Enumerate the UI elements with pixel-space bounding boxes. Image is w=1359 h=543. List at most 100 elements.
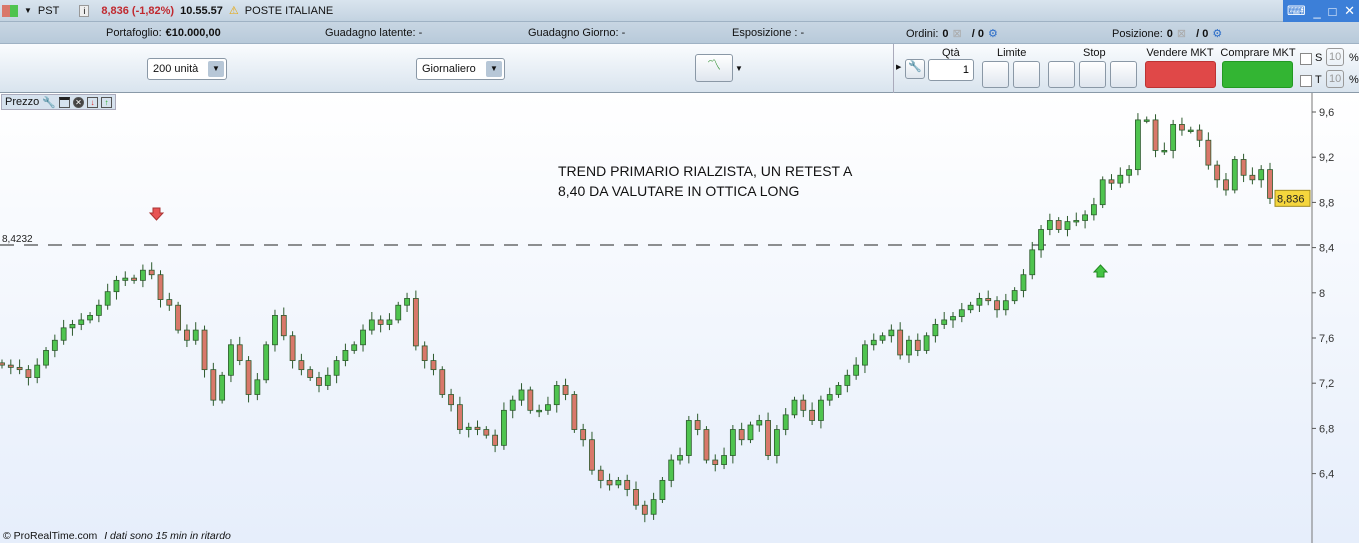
candle-down — [633, 489, 639, 506]
candle-up — [1038, 229, 1044, 251]
t-label: T — [1315, 74, 1322, 86]
close-positions-icon[interactable]: ⊠ — [1176, 28, 1187, 40]
positions-total: / 0 — [1196, 27, 1209, 40]
candle-down — [201, 329, 208, 371]
candle-down — [1152, 119, 1159, 151]
stop-button-2[interactable] — [1079, 61, 1106, 88]
close-icon[interactable]: ✕ — [72, 96, 84, 108]
stop-button-3[interactable] — [1110, 61, 1137, 88]
candle-up — [95, 304, 102, 316]
candle-down — [280, 314, 287, 337]
candle-up — [756, 420, 763, 426]
s-label: S — [1315, 52, 1323, 64]
candle-down — [738, 429, 745, 441]
window-icon[interactable] — [58, 96, 70, 108]
y-tick-label: 8 — [1319, 288, 1325, 300]
candle-up — [677, 455, 683, 461]
dropdown-icon[interactable]: ▼ — [24, 6, 32, 15]
sell-market-button[interactable] — [1145, 61, 1216, 88]
move-up-icon[interactable]: ↑ — [100, 96, 112, 108]
close-button[interactable]: ✕ — [1344, 3, 1356, 18]
t-value-input[interactable]: 10 — [1326, 70, 1345, 88]
account-status-bar: Portafoglio: €10.000,00 Guadagno latente… — [0, 22, 1359, 44]
candle-up — [1020, 274, 1027, 291]
orders-label: Ordini: — [906, 27, 939, 40]
candle-up — [536, 409, 543, 413]
cancel-orders-icon[interactable]: ⊠ — [952, 28, 962, 40]
wrench-icon[interactable]: 🔧 — [42, 96, 56, 109]
s-checkbox[interactable] — [1300, 53, 1312, 65]
candle-up — [1126, 169, 1133, 176]
positions-settings-icon[interactable]: ⚙ — [1212, 28, 1223, 40]
candle-down — [483, 429, 490, 436]
candle-down — [571, 394, 578, 430]
candle-down — [994, 300, 1000, 311]
info-icon[interactable]: i — [79, 4, 90, 17]
positions-count: 0 — [1166, 27, 1173, 40]
candle-up — [941, 319, 948, 325]
t-checkbox[interactable] — [1300, 75, 1312, 87]
settings-wrench-button[interactable]: 🔧 — [905, 59, 925, 79]
candle-down — [236, 344, 243, 361]
candle-down — [1240, 159, 1247, 176]
candle-down — [430, 360, 437, 371]
qty-input[interactable] — [928, 59, 974, 81]
expand-arrow-icon[interactable]: ▶ — [896, 64, 902, 71]
chevron-down-icon[interactable]: ▼ — [735, 64, 743, 73]
candle-up — [139, 269, 146, 281]
candle-up — [113, 279, 120, 293]
limit-modify-button[interactable] — [1013, 61, 1040, 88]
candlestick-icon[interactable] — [2, 4, 18, 17]
move-down-icon[interactable]: ↓ — [86, 96, 98, 108]
period-select[interactable]: Giornaliero ▼ — [416, 58, 505, 80]
candle-down — [421, 345, 428, 362]
chevron-down-icon: ▼ — [486, 61, 502, 77]
candle-up — [192, 329, 199, 341]
units-select[interactable]: 200 unità ▼ — [147, 58, 227, 80]
order-panel: ▶ 🔧 Qtà Limite Stop Vendere MKT Comprare… — [893, 44, 1359, 93]
candle-down — [474, 426, 481, 430]
keyboard-icon[interactable]: ⌨ — [1286, 3, 1306, 18]
candle-up — [791, 399, 798, 416]
candle-up — [228, 344, 234, 376]
orders-settings-icon[interactable]: ⚙ — [987, 28, 998, 40]
candle-up — [826, 394, 833, 401]
candle-up — [1170, 124, 1177, 151]
orders-group: Ordini: 0 ⊠ / 0 ⚙ — [906, 27, 998, 41]
s-value-input[interactable]: 10 — [1326, 48, 1345, 66]
sell-label: Vendere MKT — [1146, 47, 1214, 59]
candle-up — [368, 319, 375, 331]
candle-down — [0, 362, 5, 366]
qty-label: Qtà — [942, 47, 960, 59]
buy-market-button[interactable] — [1222, 61, 1293, 88]
chart-type-button[interactable]: 〽 — [695, 54, 733, 82]
candle-up — [1258, 169, 1265, 181]
candle-up — [69, 324, 76, 329]
limit-buy-button[interactable] — [982, 61, 1009, 88]
candle-up — [1046, 220, 1053, 230]
y-tick-label: 9,2 — [1319, 152, 1334, 164]
candle-up — [729, 429, 736, 456]
daily-gain: Guadagno Giorno: - — [528, 27, 626, 39]
stop-label: Stop — [1083, 47, 1106, 59]
candle-down — [765, 420, 771, 456]
period-value: Giornaliero — [422, 63, 476, 75]
candle-down — [448, 394, 454, 406]
y-tick-label: 8,8 — [1319, 197, 1334, 209]
minimize-button[interactable]: _ — [1313, 3, 1321, 19]
symbol[interactable]: PST — [37, 4, 60, 17]
candle-up — [386, 319, 393, 325]
candle-up — [324, 374, 331, 386]
wrench-icon: 🔧 — [908, 61, 922, 73]
s-percent: % — [1349, 52, 1359, 64]
footer-delay-note: I dati sono 15 min in ritardo — [104, 530, 231, 542]
annotation-line-2: 8,40 DA VALUTARE IN OTTICA LONG — [558, 183, 800, 199]
candlestick-chart[interactable]: 9,6 9,2 8,8 8,4 8 7,6 7,2 6,8 6,4 8,4232 8,836 — [0, 93, 1359, 543]
candle-down — [580, 429, 587, 441]
candle-up — [615, 479, 622, 486]
stop-button-1[interactable] — [1048, 61, 1075, 88]
maximize-button[interactable]: □ — [1328, 3, 1337, 19]
candle-up — [835, 385, 842, 395]
candle-up — [888, 329, 895, 337]
candle-up — [351, 344, 358, 351]
